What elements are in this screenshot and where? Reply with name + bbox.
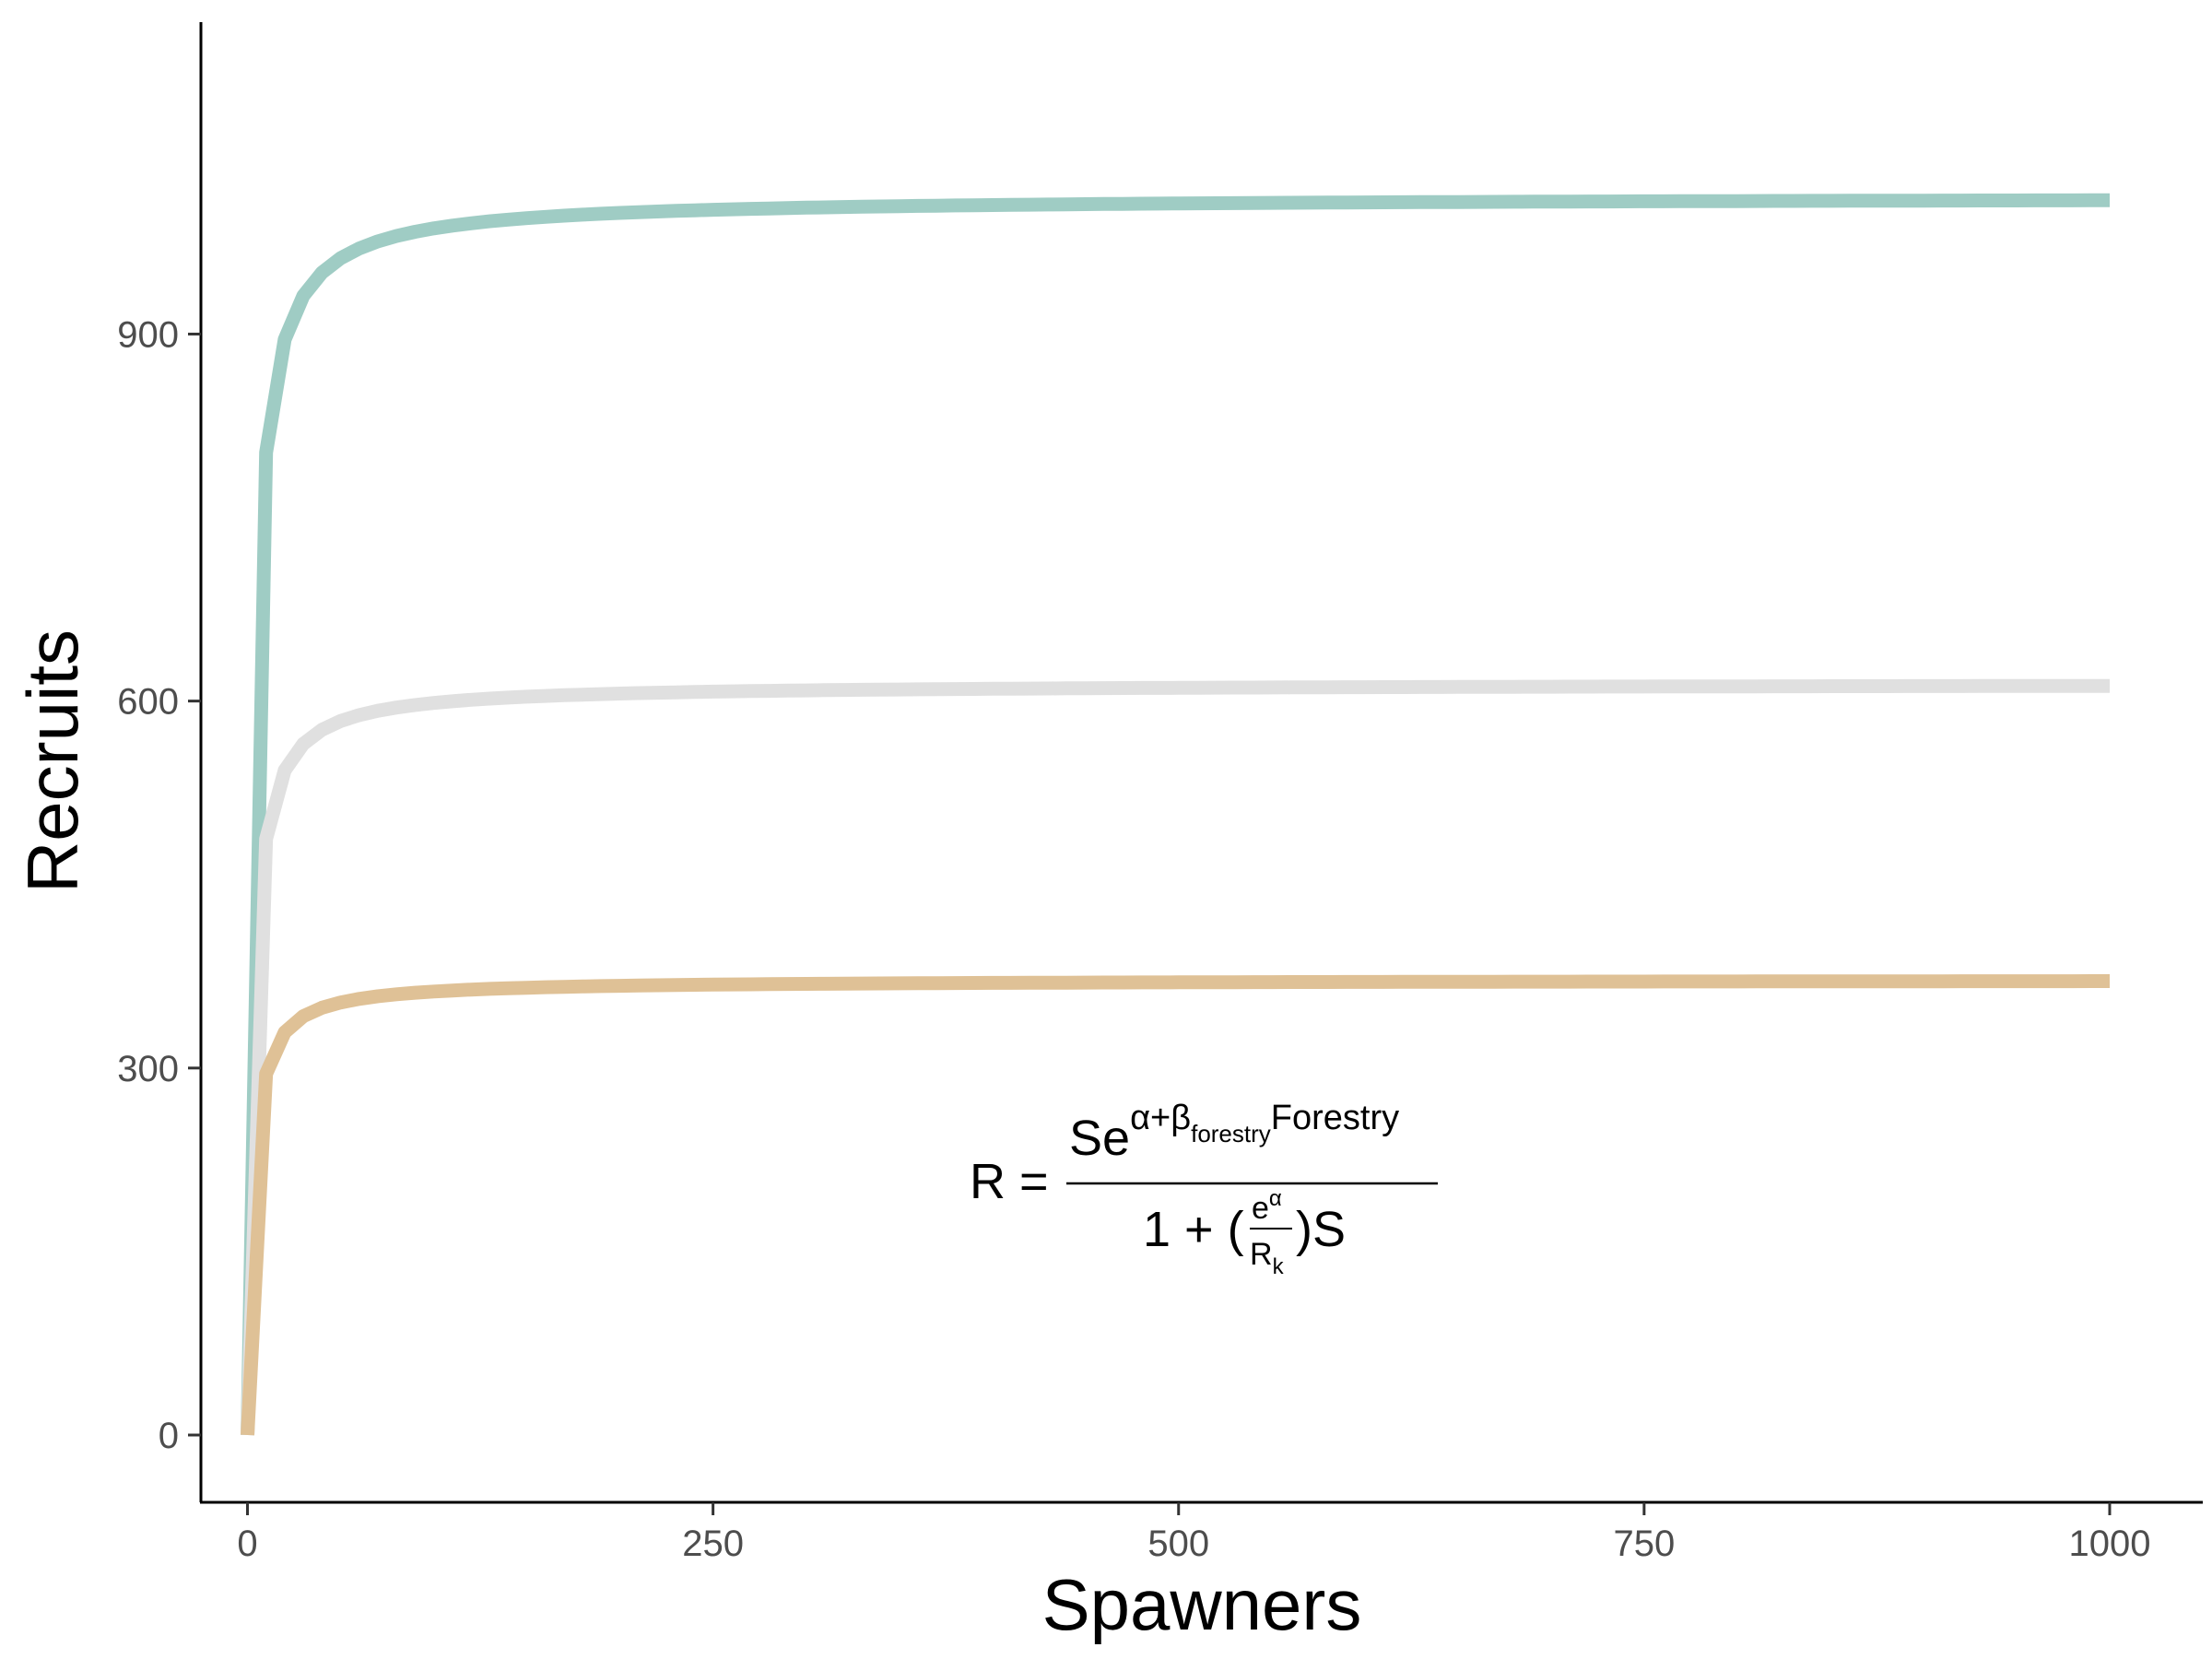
y-axis-title: Recruits [12, 629, 93, 893]
series-line-1 [241, 193, 2110, 1436]
equation-annotation: R = Seα+βforestryForestry 1 + ( eα Rk )S [970, 1099, 1438, 1279]
y-tick-label: 900 [117, 314, 179, 355]
x-tick-label: 500 [1147, 1524, 1209, 1564]
y-tick-label: 0 [159, 1416, 179, 1456]
equation-inner-denominator: Rk [1250, 1237, 1285, 1279]
x-tick-label: 250 [682, 1524, 744, 1564]
equation-lhs: R = [970, 1154, 1049, 1209]
equation-numerator-sup-b: Forestry [1271, 1099, 1399, 1137]
equation-numerator-sup-a: α+β [1130, 1099, 1191, 1137]
x-tick-label: 1000 [2068, 1524, 2150, 1564]
equation-denominator-start: 1 + ( [1143, 1202, 1244, 1257]
equation-numerator: Seα+βforestryForestry [1069, 1099, 1399, 1166]
equation-inner-denominator-base: R [1250, 1237, 1273, 1272]
series-layer [241, 193, 2110, 1436]
y-ticks: 0 300 600 900 [117, 314, 201, 1456]
equation-inner-numerator-sup: α [1269, 1186, 1282, 1211]
series-line-3 [241, 974, 2110, 1436]
x-axis-title: Spawners [1042, 1564, 1362, 1645]
x-tick-label: 750 [1613, 1524, 1675, 1564]
y-tick-label: 300 [117, 1049, 179, 1089]
equation-numerator-sub: forestry [1191, 1120, 1271, 1147]
series-line-2 [241, 678, 2110, 1436]
equation-inner-denominator-sub: k [1273, 1254, 1285, 1279]
equation-inner-numerator: eα [1252, 1186, 1282, 1226]
y-tick-label: 600 [117, 682, 179, 723]
equation-denominator-end: )S [1296, 1202, 1346, 1257]
x-ticks: 0 250 500 750 1000 [237, 1502, 2150, 1564]
equation-numerator-base: Se [1069, 1111, 1130, 1166]
x-tick-label: 0 [237, 1524, 257, 1564]
equation-inner-numerator-base: e [1252, 1191, 1269, 1226]
